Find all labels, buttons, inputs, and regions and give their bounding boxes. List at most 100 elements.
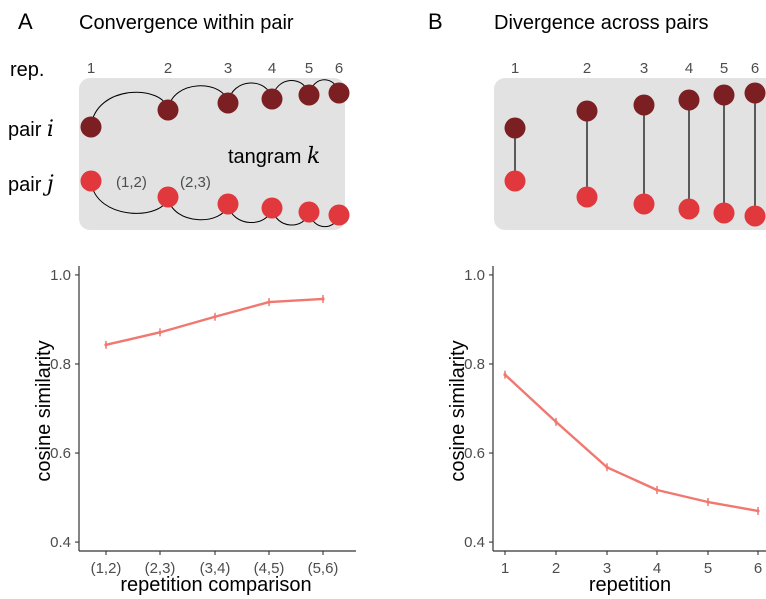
chartB-ytick-label-3: 1.0 xyxy=(464,267,485,284)
pair-i-dot-2 xyxy=(157,99,179,121)
chartB-ytick-label-2: 0.8 xyxy=(464,356,485,373)
chartA-xtick-label-2: (3,4) xyxy=(200,560,231,577)
chart-b-series xyxy=(503,370,760,515)
chartA-point-4 xyxy=(321,297,325,301)
chartA-ytick-label-3: 1.0 xyxy=(50,267,71,284)
chartB-point-3 xyxy=(655,488,659,492)
chart-b: 0.4 0.6 0.8 1.0 1 2 3 4 5 6 cosine similarity re… xyxy=(447,266,766,596)
chart-a-series xyxy=(104,294,325,349)
panel-b-rep-1: 1 xyxy=(511,60,519,77)
pair-j-label: pair j xyxy=(8,172,54,197)
pair-i-dot-1 xyxy=(80,116,102,138)
chart-a: 0.4 0.6 0.8 1.0 (1,2) (2,3) (3,4) (4,5) (5,6) c… xyxy=(33,266,356,596)
chartB-point-5 xyxy=(756,509,760,513)
chartB-point-1 xyxy=(554,420,558,424)
chartB-xtick-label-3: 4 xyxy=(653,560,661,577)
chart-b-ylabel: cosine similarity xyxy=(447,340,469,481)
chartA-ytick-label-0: 0.4 xyxy=(50,534,71,551)
chartB-xtick-label-5: 6 xyxy=(754,560,762,577)
panel-b-rep-5: 5 xyxy=(720,60,728,77)
chartA-point-3 xyxy=(267,300,271,304)
pair-i-label: pair i xyxy=(8,117,54,142)
panel-a-letter: A xyxy=(18,9,33,34)
panel-b-rep-numbers: 1 2 3 4 5 6 xyxy=(511,60,759,77)
pair-i-dot-b-3 xyxy=(633,94,655,116)
pair-j-dot-3 xyxy=(217,193,239,215)
tangram-label: tangram k xyxy=(228,144,320,169)
panel-a-rep-2: 2 xyxy=(164,60,172,77)
panel-b-title: Divergence across pairs xyxy=(494,12,709,34)
pair-i-dot-6 xyxy=(328,82,350,104)
panel-b-rep-2: 2 xyxy=(583,60,591,77)
chartA-point-0 xyxy=(104,343,108,347)
pair-j-dot-6 xyxy=(328,204,350,226)
chartB-xtick-label-4: 5 xyxy=(704,560,712,577)
chart-a-xlabel: repetition comparison xyxy=(120,574,311,596)
chartB-point-2 xyxy=(605,465,609,469)
chart-b-xlabel: repetition xyxy=(589,574,671,596)
chartA-point-1 xyxy=(158,330,162,334)
annot-23: (2,3) xyxy=(180,174,211,191)
panel-a-rep-3: 3 xyxy=(224,60,232,77)
chartA-ytick-label-2: 0.8 xyxy=(50,356,71,373)
pair-j-dot-b-2 xyxy=(576,186,598,208)
rep-label: rep. xyxy=(10,59,44,81)
panel-a-rep-1: 1 xyxy=(87,60,95,77)
pair-j-dot-2 xyxy=(157,186,179,208)
chartB-point-4 xyxy=(706,500,710,504)
chart-b-x-ticks: 1 2 3 4 5 6 xyxy=(501,551,762,577)
pair-j-dot-b-1 xyxy=(504,170,526,192)
chartB-line xyxy=(504,373,759,513)
chart-a-ylabel: cosine similarity xyxy=(33,340,55,481)
pair-i-dot-b-1 xyxy=(504,117,526,139)
chart-a-y-ticks: 0.4 0.6 0.8 1.0 xyxy=(50,267,79,551)
chartA-xtick-label-3: (4,5) xyxy=(254,560,285,577)
pair-j-dot-4 xyxy=(261,197,283,219)
pair-i-dot-b-6 xyxy=(744,82,766,104)
chartB-point-0 xyxy=(503,373,507,377)
chartB-xtick-label-2: 3 xyxy=(603,560,611,577)
pair-j-dot-b-4 xyxy=(678,198,700,220)
pair-i-dot-b-5 xyxy=(713,84,735,106)
chartA-xtick-label-4: (5,6) xyxy=(308,560,339,577)
pair-i-dot-4 xyxy=(261,88,283,110)
pair-j-dot-5 xyxy=(298,201,320,223)
chartA-xtick-label-0: (1,2) xyxy=(91,560,122,577)
chartB-xtick-label-0: 1 xyxy=(501,560,509,577)
panel-b-dots xyxy=(504,82,766,227)
chartB-ytick-label-1: 0.6 xyxy=(464,445,485,462)
panel-a-diagram-box xyxy=(79,78,345,230)
pair-j-dot-1 xyxy=(80,170,102,192)
pair-j-dot-b-6 xyxy=(744,205,766,227)
pair-j-dot-b-5 xyxy=(713,202,735,224)
panel-a-rep-5: 5 xyxy=(305,60,313,77)
pair-j-dot-b-3 xyxy=(633,193,655,215)
pair-i-dot-b-2 xyxy=(576,100,598,122)
chartA-point-2 xyxy=(213,315,217,319)
pair-i-dot-b-4 xyxy=(678,89,700,111)
chart-a-x-ticks: (1,2) (2,3) (3,4) (4,5) (5,6) xyxy=(91,551,339,577)
panel-a-rep-6: 6 xyxy=(335,60,343,77)
pair-j-var: j xyxy=(42,172,54,197)
chartA-ytick-label-1: 0.6 xyxy=(50,445,71,462)
annot-12: (1,2) xyxy=(116,174,147,191)
panel-b-letter: B xyxy=(428,9,443,34)
chartA-xtick-label-1: (2,3) xyxy=(145,560,176,577)
panel-a-rep-4: 4 xyxy=(268,60,276,77)
tangram-var: k xyxy=(307,144,320,169)
chart-b-y-ticks: 0.4 0.6 0.8 1.0 xyxy=(464,267,493,551)
pair-i-word: pair xyxy=(8,119,42,141)
panel-b-rep-6: 6 xyxy=(751,60,759,77)
panel-a-rep-numbers: 1 2 3 4 5 6 xyxy=(87,60,343,77)
pair-i-dot-5 xyxy=(298,84,320,106)
panel-a-title: Convergence within pair xyxy=(79,12,294,34)
tangram-word: tangram xyxy=(228,146,301,168)
panel-a-dots xyxy=(80,82,350,226)
chartA-line xyxy=(105,297,324,346)
panel-b-diagram-box xyxy=(494,78,766,230)
chartB-ytick-label-0: 0.4 xyxy=(464,534,485,551)
pair-j-word: pair xyxy=(8,174,42,196)
panel-b-rep-3: 3 xyxy=(640,60,648,77)
panel-b-rep-4: 4 xyxy=(685,60,693,77)
